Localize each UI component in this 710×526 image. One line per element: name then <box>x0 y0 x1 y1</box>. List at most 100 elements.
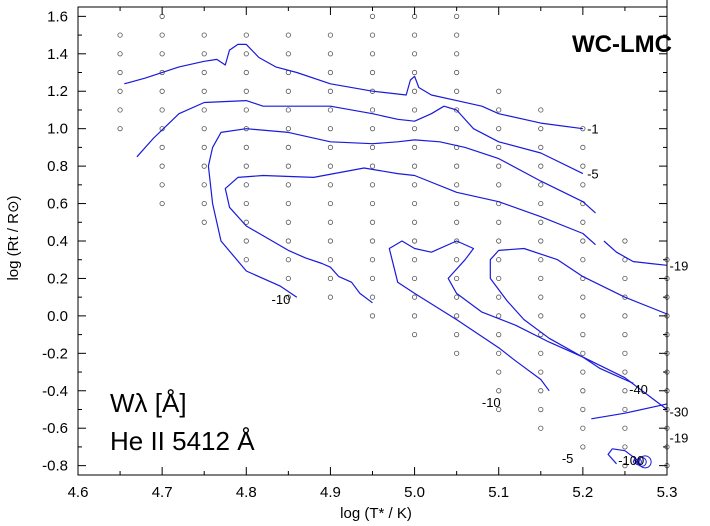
y-tick-label: -0.8 <box>42 458 68 475</box>
model-point <box>496 331 502 338</box>
annotation-quantity: Wλ [Å] <box>110 388 187 418</box>
model-point <box>580 294 586 300</box>
model-point <box>411 294 418 300</box>
model-point <box>201 69 207 76</box>
model-point <box>411 182 418 188</box>
contour-lines <box>124 43 668 469</box>
model-point <box>285 126 291 132</box>
model-point <box>454 13 460 19</box>
contour-label: -100 <box>618 453 644 468</box>
model-point <box>369 51 376 57</box>
model-point <box>327 32 334 38</box>
model-point <box>496 107 502 113</box>
model-point <box>117 32 123 38</box>
model-point <box>369 13 376 19</box>
model-point <box>580 388 586 394</box>
y-tick-label: 0.0 <box>47 308 68 325</box>
model-point <box>538 182 544 188</box>
contour-label: -40 <box>629 382 648 397</box>
model-point <box>538 313 544 319</box>
model-point <box>411 69 418 76</box>
model-point <box>327 200 334 207</box>
contour-labels: -1 -5 -19 -10 -40 -30 -19 -10 -5 -100 <box>272 122 689 468</box>
model-point <box>622 313 628 319</box>
model-point <box>243 107 249 113</box>
model-point <box>327 88 334 94</box>
model-point <box>327 275 334 282</box>
model-point <box>201 144 207 150</box>
model-point <box>369 219 376 225</box>
contour-label: -30 <box>670 404 689 419</box>
y-tick-label: 0.4 <box>47 233 68 250</box>
model-point <box>622 238 628 244</box>
model-point <box>369 275 376 282</box>
model-point <box>327 163 334 169</box>
model-point <box>243 32 249 38</box>
x-tick-label: 4.7 <box>152 484 173 501</box>
model-point <box>285 32 291 38</box>
model-point <box>285 88 291 94</box>
model-point <box>369 32 376 38</box>
model-point <box>159 88 165 94</box>
model-point <box>538 425 544 431</box>
model-point <box>454 126 460 132</box>
contour-line <box>136 99 584 175</box>
y-axis-ticks: 1.6 1.4 1.2 1.0 0.8 0.6 0.4 0.2 0.0 -0.2 -0.4 -0.6 -… <box>42 8 667 475</box>
model-point <box>411 275 418 282</box>
model-point <box>580 182 586 188</box>
model-point <box>369 313 376 319</box>
model-point <box>369 144 376 150</box>
model-point <box>454 238 460 244</box>
model-point <box>285 107 291 113</box>
model-point <box>622 275 628 282</box>
model-point <box>285 275 291 282</box>
model-point <box>411 313 418 319</box>
y-tick-label: -0.4 <box>42 383 68 400</box>
model-point <box>454 331 460 338</box>
model-point <box>538 369 544 375</box>
contour-label: -5 <box>587 167 599 182</box>
contour-label: -10 <box>272 292 291 307</box>
y-tick-label: 0.8 <box>47 158 68 175</box>
model-point <box>411 51 418 57</box>
model-point <box>496 369 502 375</box>
model-point <box>580 369 586 375</box>
model-point <box>243 238 249 244</box>
model-point <box>285 144 291 150</box>
model-point <box>496 238 502 244</box>
model-point <box>411 32 418 38</box>
x-tick-label: 4.6 <box>68 484 89 501</box>
model-point <box>369 294 376 300</box>
model-point <box>411 144 418 150</box>
model-point <box>369 126 376 132</box>
model-point <box>622 463 628 469</box>
model-point <box>538 257 544 263</box>
y-tick-label: 1.4 <box>47 46 68 63</box>
x-axis-ticks: 4.6 4.7 4.8 4.9 5.0 5.1 5.2 5.3 <box>68 7 677 501</box>
y-tick-label: 0.6 <box>47 196 68 213</box>
model-point <box>454 257 460 263</box>
model-point <box>201 126 207 132</box>
model-point <box>538 388 544 394</box>
y-tick-label: 0.2 <box>47 270 68 287</box>
model-point <box>327 219 334 225</box>
model-point <box>496 294 502 300</box>
model-point <box>496 219 502 225</box>
y-axis-title: log (Rt / R⊙) <box>5 195 22 280</box>
contour-label: -1 <box>587 122 599 137</box>
model-point <box>159 144 165 150</box>
model-point <box>538 294 544 300</box>
model-point <box>496 388 502 394</box>
model-point <box>327 257 334 263</box>
model-point <box>369 69 376 76</box>
y-tick-label: -0.2 <box>42 345 68 362</box>
model-point <box>496 144 502 150</box>
model-point <box>243 182 249 188</box>
model-point <box>243 51 249 57</box>
model-point <box>622 388 628 394</box>
model-point <box>454 51 460 57</box>
y-tick-label: -0.6 <box>42 420 68 437</box>
model-point <box>327 238 334 244</box>
model-point <box>369 107 376 113</box>
model-point <box>538 406 544 413</box>
